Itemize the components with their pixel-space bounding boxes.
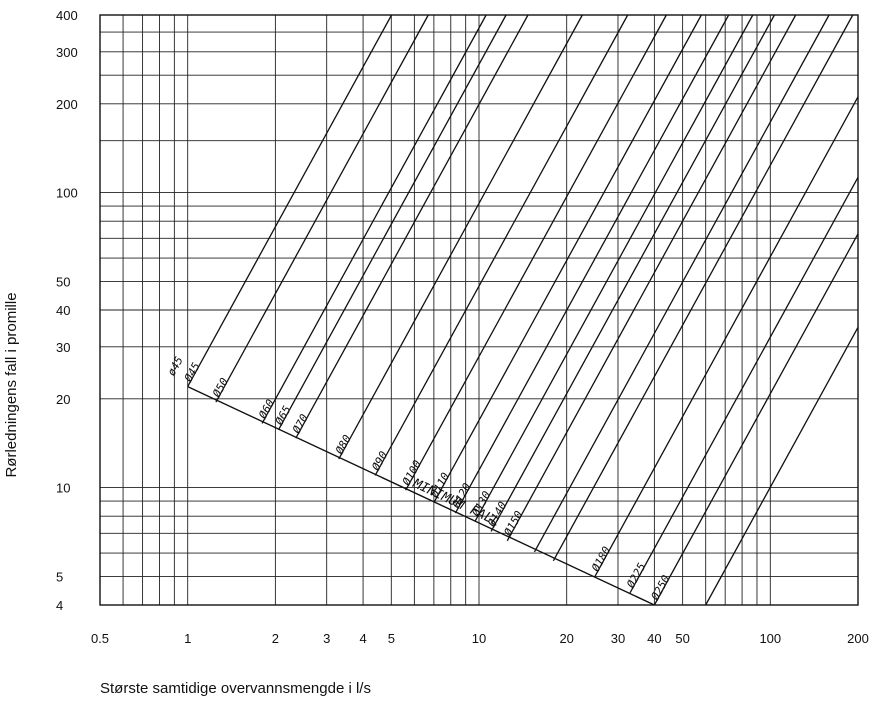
x-tick-label: 1 [184, 631, 191, 646]
x-tick-labels: 0.5 1 2 3 4 5 10 20 30 40 50 100 200 [91, 631, 869, 646]
x-tick-label: 10 [472, 631, 486, 646]
diameter-line [533, 14, 830, 553]
x-tick-label: 0.5 [91, 631, 109, 646]
plot-frame [99, 14, 859, 606]
diameter-line [506, 14, 797, 542]
diameter-line [454, 14, 730, 514]
y-tick-label: 300 [56, 45, 78, 60]
diameter-line [261, 14, 487, 424]
y-tick-label: 200 [56, 97, 78, 112]
diameter-line [433, 14, 702, 503]
x-axis-label: Største samtidige overvannsmengde i l/s [100, 680, 371, 697]
diameter-line [552, 14, 854, 562]
y-tick-label: 100 [56, 186, 78, 201]
diameter-line [490, 14, 775, 532]
y-tick-label: 4 [56, 598, 63, 613]
y-tick-label: 40 [56, 303, 70, 318]
diameter-line [705, 327, 859, 606]
diameter-line [474, 14, 754, 522]
diameter-line [405, 14, 667, 491]
diameter-line [295, 14, 529, 439]
diameter-line [629, 176, 859, 594]
minimum-fall-segment [187, 385, 655, 606]
y-tick-labels: 4 5 10 20 30 40 50 100 200 300 400 [56, 8, 78, 613]
diameter-label: Ø225 [624, 561, 648, 590]
y-tick-label: 30 [56, 340, 70, 355]
x-tick-label: 5 [388, 631, 395, 646]
diameter-line [338, 14, 583, 460]
diameter-lines [187, 14, 859, 606]
x-tick-label: 30 [611, 631, 625, 646]
x-tick-label: 2 [272, 631, 279, 646]
diameter-line [374, 14, 629, 476]
x-tick-label: 50 [675, 631, 689, 646]
y-tick-label: 50 [56, 274, 70, 289]
diameter-line [187, 14, 393, 387]
x-tick-label: 20 [559, 631, 573, 646]
x-tick-label: 40 [647, 631, 661, 646]
minimum-fall-line: MINIMUM FALL [187, 385, 655, 606]
diameter-line [277, 14, 507, 431]
x-tick-label: 100 [759, 631, 781, 646]
x-tick-label: 3 [323, 631, 330, 646]
diameter-line [653, 233, 859, 606]
x-tick-label: 4 [359, 631, 366, 646]
diameter-line [594, 96, 859, 577]
y-tick-label: 5 [56, 569, 63, 584]
y-tick-label: 400 [56, 8, 78, 23]
y-axis-label: Rørledningens fall i promille [3, 292, 20, 477]
x-tick-label: 200 [847, 631, 869, 646]
y-tick-label: 10 [56, 481, 70, 496]
diameter-line [215, 14, 429, 403]
y-tick-label: 20 [56, 392, 70, 407]
